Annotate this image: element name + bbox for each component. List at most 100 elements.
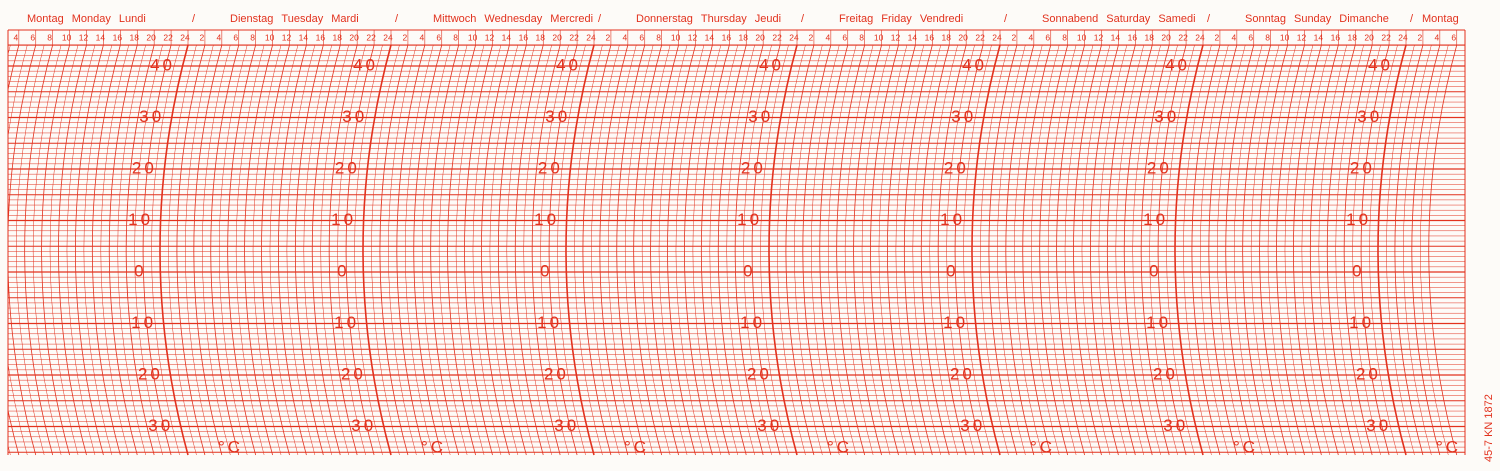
hour-label: 24 [1398, 32, 1408, 42]
hour-label: 20 [552, 32, 562, 42]
temperature-label: 40 [759, 55, 784, 74]
hour-arc [1343, 44, 1373, 456]
temperature-label: 30 [139, 107, 164, 126]
hour-arc [134, 44, 163, 456]
hour-arc [1242, 44, 1272, 456]
day-name: Wednesday [484, 13, 542, 25]
hour-label: 22 [569, 32, 579, 42]
temperature-label: 40 [353, 55, 378, 74]
hour-arc [591, 44, 620, 456]
hour-arc [438, 44, 468, 456]
temperature-label: 20 [1356, 364, 1381, 383]
hour-arc [912, 44, 942, 456]
hour-label: 22 [975, 32, 985, 42]
hour-label: 6 [233, 32, 238, 42]
hour-arc [1403, 44, 1432, 456]
temperature-label: 10 [1146, 313, 1171, 332]
hour-label: 12 [891, 32, 901, 42]
hour-label: 20 [958, 32, 968, 42]
day-name: Tuesday [281, 13, 323, 25]
hour-arc [371, 44, 400, 456]
hour-arc [1293, 44, 1322, 456]
hour-arc [929, 44, 958, 456]
temperature-label: 0 [946, 261, 958, 280]
hour-label: 18 [536, 32, 546, 42]
hour-arc [303, 44, 333, 456]
hour-arc [58, 44, 87, 456]
hour-arc [760, 44, 789, 456]
hour-arc [464, 44, 493, 456]
temperature-label: 30 [148, 416, 173, 435]
hour-arc [210, 44, 240, 456]
hour-label: 24 [180, 32, 190, 42]
day-header: Montag [1422, 13, 1459, 25]
hour-arc [1301, 44, 1331, 456]
hour-arc [802, 44, 832, 456]
unit-label: °C [1233, 437, 1258, 456]
separator: / [395, 13, 399, 25]
hour-arc [667, 44, 696, 456]
hour-arc [675, 44, 705, 456]
hour-arc [1090, 44, 1119, 456]
hour-arc [117, 44, 146, 456]
hour-arc [1047, 44, 1077, 456]
hour-arc [1217, 44, 1246, 456]
temperature-label: 20 [741, 158, 766, 177]
hour-arc [1411, 44, 1441, 456]
temperature-label: 20 [1147, 158, 1172, 177]
hour-arc [1335, 44, 1364, 456]
day-name: Mittwoch [433, 13, 476, 25]
hour-label: 14 [1111, 32, 1121, 42]
temperature-label: 30 [1357, 107, 1382, 126]
hour-arc [66, 44, 96, 456]
temperature-label: 30 [748, 107, 773, 126]
hour-arc [794, 44, 823, 456]
hour-label: 22 [366, 32, 376, 42]
day-name: Samedi [1158, 13, 1195, 25]
hour-arc [836, 44, 866, 456]
hour-label: 16 [1128, 32, 1138, 42]
hour-label: 6 [436, 32, 441, 42]
hour-arc [252, 44, 282, 456]
temperature-label: 40 [962, 55, 987, 74]
hour-arc [1386, 44, 1415, 456]
hour-arc [1377, 44, 1407, 456]
hour-arc [751, 44, 781, 456]
hour-label: 12 [79, 32, 89, 42]
hour-arc [108, 44, 138, 456]
hour-arc [159, 44, 189, 456]
hour-label: 8 [250, 32, 255, 42]
margin [1465, 0, 1500, 471]
hour-arc [963, 44, 992, 456]
day-name: Friday [881, 13, 912, 25]
hour-label: 2 [1012, 32, 1017, 42]
day-name: Saturday [1106, 13, 1151, 25]
temperature-label: 10 [1143, 210, 1168, 229]
hour-arc [185, 44, 214, 456]
hour-arc [777, 44, 806, 456]
hour-arc [1098, 44, 1128, 456]
hour-arc [1064, 44, 1094, 456]
hour-label: 14 [299, 32, 309, 42]
hour-arc [202, 44, 231, 456]
hour-arc [1200, 44, 1229, 456]
day-header: Donnerstag Thursday Jeudi [636, 13, 781, 25]
hour-arc [1318, 44, 1348, 456]
hour-arc [700, 44, 730, 456]
hour-arc [1284, 44, 1314, 456]
hour-label: 24 [383, 32, 393, 42]
unit-label: °C [1436, 437, 1461, 456]
hour-label: 4 [1231, 32, 1236, 42]
hour-arc [785, 44, 815, 456]
hour-arc [1005, 44, 1035, 456]
temperature-label: 0 [134, 261, 146, 280]
hour-label: 10 [62, 32, 72, 42]
hour-arc [337, 44, 366, 456]
hour-label: 18 [130, 32, 140, 42]
hour-arc [684, 44, 713, 456]
hour-arc [422, 44, 451, 456]
separator: / [192, 13, 196, 25]
hour-label: 14 [1314, 32, 1324, 42]
hour-label: 4 [825, 32, 830, 42]
hour-arc [625, 44, 654, 456]
